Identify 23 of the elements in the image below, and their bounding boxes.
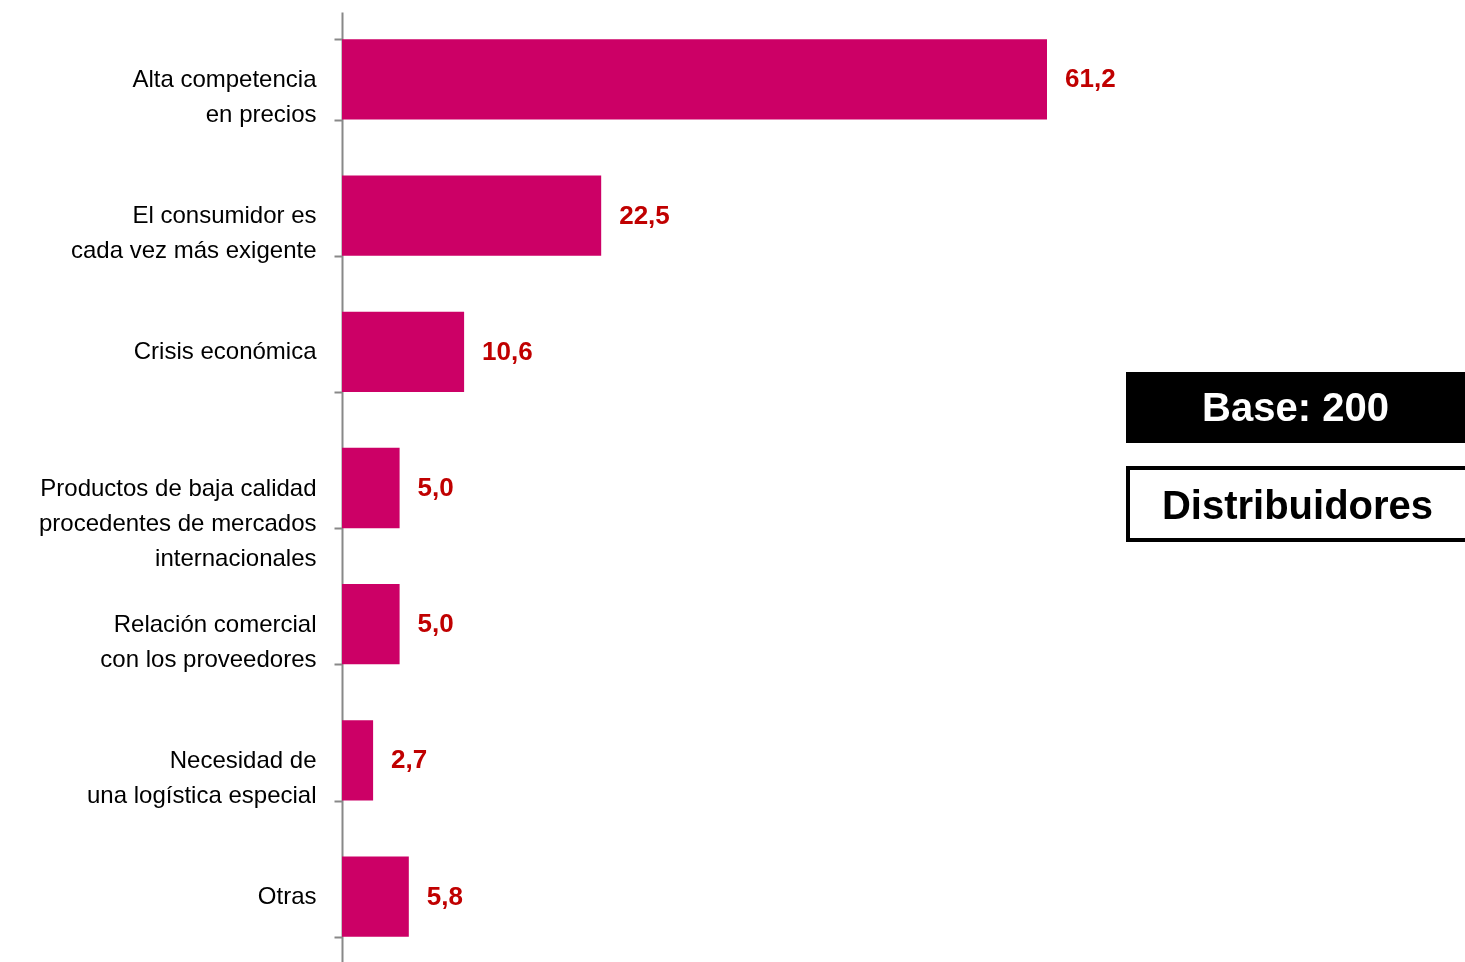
- y-tick-label: El consumidor es cada vez más exigente: [71, 201, 317, 264]
- label-box: Distribuidores: [1126, 466, 1465, 542]
- y-tick-label: Otras: [257, 882, 317, 910]
- data-label: 61,2: [1065, 63, 1116, 94]
- bar: [342, 856, 409, 937]
- bar: [342, 311, 465, 392]
- data-label: 22,5: [619, 199, 670, 230]
- bar: [342, 39, 1047, 120]
- y-tick-label: Relación comercial con los proveedores: [100, 609, 317, 672]
- bar: [342, 584, 400, 665]
- data-label: 10,6: [482, 335, 533, 366]
- y-tick-label: Productos de baja calidad procedentes de mercados internacionales: [39, 473, 317, 571]
- y-tick-label: Alta competencia en precios: [132, 64, 318, 127]
- bar: [342, 447, 400, 529]
- bar: [342, 720, 374, 801]
- data-label: 2,7: [391, 744, 428, 775]
- y-tick-label: Crisis económica: [133, 337, 318, 365]
- label-box: Base: 200: [1126, 372, 1465, 443]
- data-label: 5,0: [417, 472, 454, 502]
- data-label: 5,8: [426, 880, 463, 911]
- y-tick-label: Necesidad de una logística especial: [87, 745, 317, 808]
- bar: [342, 175, 602, 256]
- data-label: 5,0: [417, 608, 454, 639]
